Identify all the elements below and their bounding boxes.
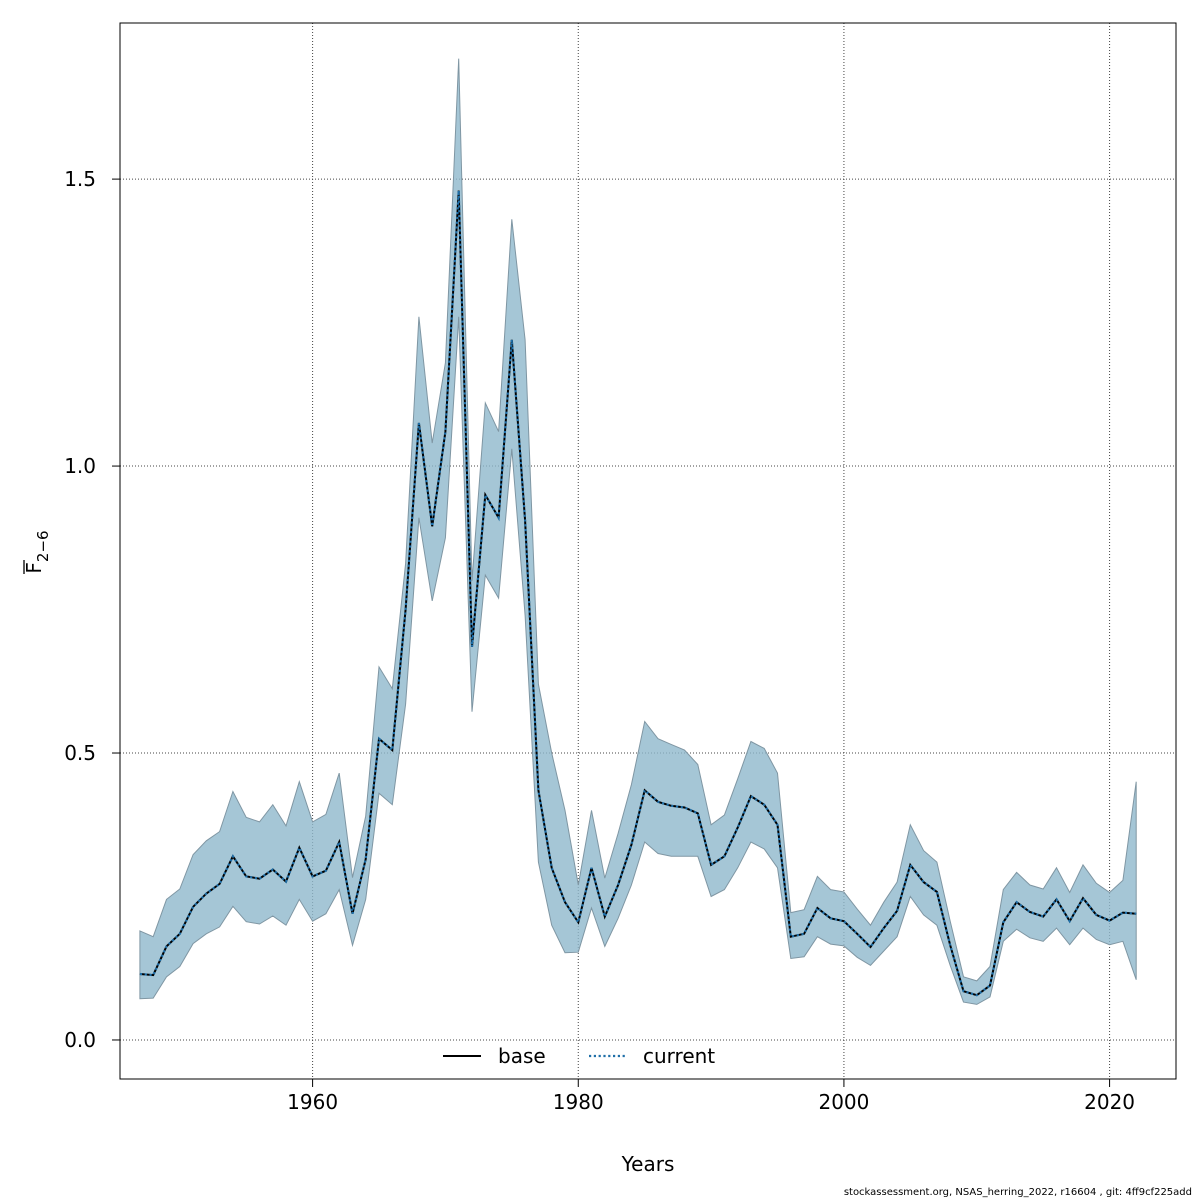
legend: base current [443, 1044, 715, 1068]
svg-text:F2−6: F2−6 [22, 530, 52, 573]
y-axis-title-subscript: 2−6 [34, 530, 52, 562]
legend-label-base: base [498, 1044, 546, 1068]
y-tick-label: 1.0 [64, 454, 96, 478]
x-tick-label: 2020 [1084, 1090, 1135, 1114]
y-axis-title: F2−6 [22, 530, 52, 574]
y-tick-label: 0.0 [64, 1028, 96, 1052]
x-axis-title: Years [621, 1152, 675, 1176]
y-axis: 0.0 0.5 1.0 1.5 [64, 167, 120, 1052]
plot-frame [119, 22, 1177, 1080]
x-tick-label: 1980 [553, 1090, 604, 1114]
x-tick-label: 2000 [818, 1090, 869, 1114]
footer-credit: stockassessment.org, NSAS_herring_2022, … [843, 1187, 1192, 1198]
legend-label-current: current [643, 1044, 715, 1068]
confidence-band [139, 58, 1137, 1005]
y-tick-label: 1.5 [64, 167, 96, 191]
x-tick-label: 1960 [287, 1090, 338, 1114]
x-axis: 1960 1980 2000 2020 [287, 1079, 1135, 1114]
series-line-base [139, 190, 1137, 997]
y-axis-title-main: F [22, 562, 46, 574]
y-tick-label: 0.5 [64, 741, 96, 765]
